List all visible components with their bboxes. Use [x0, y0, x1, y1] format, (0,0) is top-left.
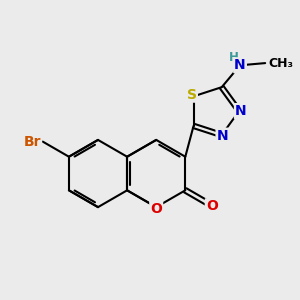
Text: O: O: [206, 199, 218, 213]
Text: N: N: [234, 58, 246, 72]
Text: Br: Br: [23, 135, 41, 148]
Text: CH₃: CH₃: [268, 57, 293, 70]
Text: N: N: [217, 129, 228, 143]
Text: S: S: [187, 88, 197, 102]
Text: N: N: [235, 104, 247, 118]
Text: H: H: [229, 51, 239, 64]
Text: O: O: [150, 202, 162, 216]
